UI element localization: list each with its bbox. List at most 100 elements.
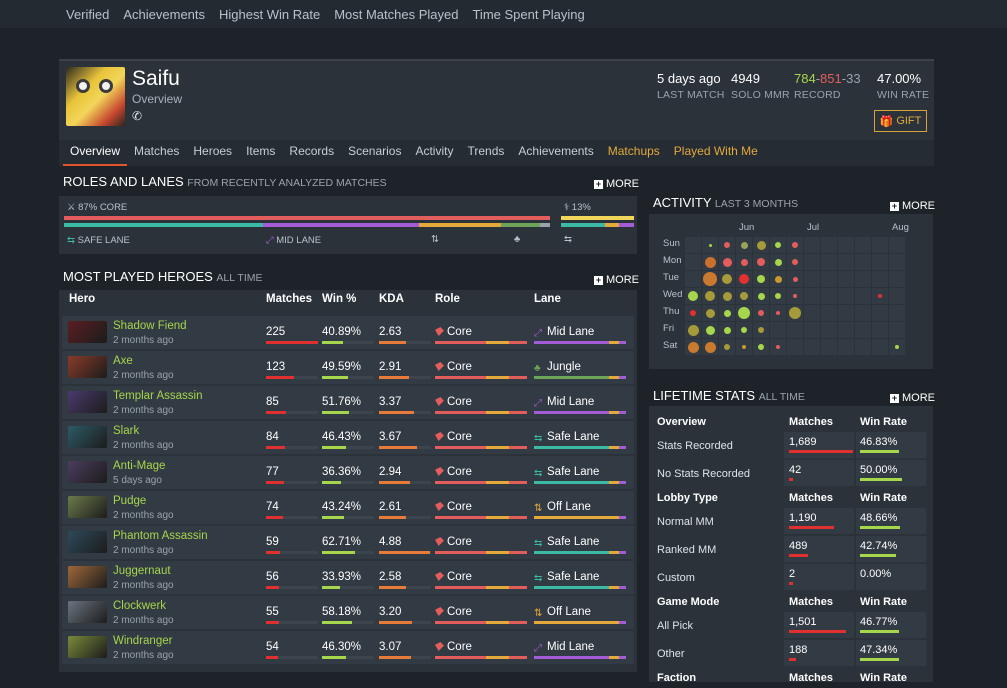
table-row[interactable]: Windranger 2 months ago 54 46.30% 3.07 Core ⤢ M… [62, 631, 634, 664]
activity-cell[interactable] [855, 339, 871, 355]
activity-cell[interactable] [821, 271, 837, 287]
activity-cell[interactable] [804, 322, 820, 338]
activity-cell[interactable] [804, 305, 820, 321]
tab-achievements[interactable]: Achievements [518, 144, 594, 158]
gift-button[interactable]: 🎁 GIFT [874, 110, 927, 132]
tab-activity[interactable]: Activity [415, 144, 454, 158]
activity-cell[interactable] [685, 271, 701, 287]
hero-portrait[interactable] [68, 391, 107, 413]
col-role[interactable]: Role [435, 293, 460, 305]
roles-more-button[interactable]: + MORE [594, 178, 639, 190]
tab-matchups[interactable]: Matchups [607, 144, 660, 158]
activity-cell[interactable] [872, 322, 888, 338]
activity-cell[interactable] [770, 322, 786, 338]
col-kda[interactable]: KDA [379, 293, 404, 305]
activity-cell[interactable] [838, 254, 854, 270]
topnav-most-matches[interactable]: Most Matches Played [334, 6, 459, 22]
col-lane[interactable]: Lane [534, 293, 561, 305]
activity-more-button[interactable]: + MORE [890, 200, 935, 212]
tab-matches[interactable]: Matches [134, 144, 180, 158]
activity-cell[interactable] [855, 237, 871, 253]
activity-cell[interactable] [855, 288, 871, 304]
table-row[interactable]: Anti-Mage 5 days ago 77 36.36% 2.94 Core ⇆ Safe… [62, 456, 634, 489]
activity-cell[interactable] [872, 254, 888, 270]
table-row[interactable]: Clockwerk 2 months ago 55 58.18% 3.20 Core ⇅ Of… [62, 596, 634, 629]
hero-name[interactable]: Pudge [113, 495, 147, 507]
activity-cell[interactable] [855, 322, 871, 338]
activity-cell[interactable] [804, 339, 820, 355]
activity-cell[interactable] [821, 237, 837, 253]
heroes-more-button[interactable]: + MORE [594, 274, 639, 286]
topnav-achievements[interactable]: Achievements [123, 6, 206, 22]
activity-cell[interactable] [889, 254, 905, 270]
hero-portrait[interactable] [68, 496, 107, 518]
activity-cell[interactable] [855, 305, 871, 321]
topnav-time-spent[interactable]: Time Spent Playing [472, 6, 585, 22]
hero-portrait[interactable] [68, 321, 107, 343]
tab-overview[interactable]: Overview [63, 140, 128, 166]
activity-cell[interactable] [872, 271, 888, 287]
activity-cell[interactable] [889, 237, 905, 253]
phone-icon[interactable]: ✆ [132, 109, 143, 123]
activity-cell[interactable] [838, 288, 854, 304]
activity-cell[interactable] [872, 237, 888, 253]
activity-cell[interactable] [804, 237, 820, 253]
hero-name[interactable]: Shadow Fiend [113, 320, 187, 332]
hero-portrait[interactable] [68, 566, 107, 588]
activity-cell[interactable] [804, 288, 820, 304]
hero-portrait[interactable] [68, 531, 107, 553]
hero-name[interactable]: Slark [113, 425, 140, 437]
avatar[interactable] [66, 67, 125, 126]
activity-cell[interactable] [889, 288, 905, 304]
hero-portrait[interactable] [68, 601, 107, 623]
table-row[interactable]: Slark 2 months ago 84 46.43% 3.67 Core ⇆ Safe L… [62, 421, 634, 454]
activity-cell[interactable] [685, 254, 701, 270]
topnav-verified[interactable]: Verified [66, 6, 110, 22]
table-row[interactable]: Axe 2 months ago 123 49.59% 2.91 Core ♣ Jungle [62, 351, 634, 384]
activity-cell[interactable] [821, 305, 837, 321]
table-row[interactable]: Shadow Fiend 2 months ago 225 40.89% 2.63 Cor… [62, 316, 634, 349]
activity-cell[interactable] [889, 305, 905, 321]
hero-name[interactable]: Windranger [113, 635, 173, 647]
hero-name[interactable]: Anti-Mage [113, 460, 166, 472]
activity-cell[interactable] [889, 322, 905, 338]
tab-items[interactable]: Items [246, 144, 276, 158]
activity-cell[interactable] [838, 339, 854, 355]
table-row[interactable]: Pudge 2 months ago 74 43.24% 2.61 Core ⇅ Off La… [62, 491, 634, 524]
activity-cell[interactable] [821, 288, 837, 304]
activity-cell[interactable] [838, 322, 854, 338]
tab-heroes[interactable]: Heroes [193, 144, 233, 158]
activity-cell[interactable] [838, 237, 854, 253]
activity-cell[interactable] [804, 271, 820, 287]
hero-portrait[interactable] [68, 461, 107, 483]
activity-cell[interactable] [787, 322, 803, 338]
activity-cell[interactable] [838, 305, 854, 321]
activity-cell[interactable] [838, 271, 854, 287]
hero-name[interactable]: Phantom Assassin [113, 530, 208, 542]
table-row[interactable]: Templar Assassin 2 months ago 85 51.76% 3.37… [62, 386, 634, 419]
activity-cell[interactable] [855, 271, 871, 287]
activity-cell[interactable] [821, 254, 837, 270]
lifetime-more-button[interactable]: + MORE [890, 392, 935, 404]
activity-cell[interactable] [855, 254, 871, 270]
col-hero[interactable]: Hero [69, 293, 96, 305]
hero-name[interactable]: Templar Assassin [113, 390, 203, 402]
tab-played-with-me[interactable]: Played With Me [673, 144, 758, 158]
activity-cell[interactable] [889, 271, 905, 287]
hero-portrait[interactable] [68, 636, 107, 658]
table-row[interactable]: Juggernaut 2 months ago 56 33.93% 2.58 Core ⇆ S… [62, 561, 634, 594]
hero-name[interactable]: Clockwerk [113, 600, 167, 612]
activity-cell[interactable] [821, 339, 837, 355]
hero-name[interactable]: Juggernaut [113, 565, 171, 577]
table-row[interactable]: Phantom Assassin 2 months ago 59 62.71% 4.88… [62, 526, 634, 559]
hero-portrait[interactable] [68, 426, 107, 448]
tab-records[interactable]: Records [289, 144, 335, 158]
activity-cell[interactable] [787, 339, 803, 355]
activity-cell[interactable] [821, 322, 837, 338]
tab-scenarios[interactable]: Scenarios [348, 144, 402, 158]
hero-portrait[interactable] [68, 356, 107, 378]
topnav-highest-win-rate[interactable]: Highest Win Rate [219, 6, 321, 22]
hero-name[interactable]: Axe [113, 355, 133, 367]
tab-trends[interactable]: Trends [467, 144, 505, 158]
col-win[interactable]: Win % [322, 293, 357, 305]
